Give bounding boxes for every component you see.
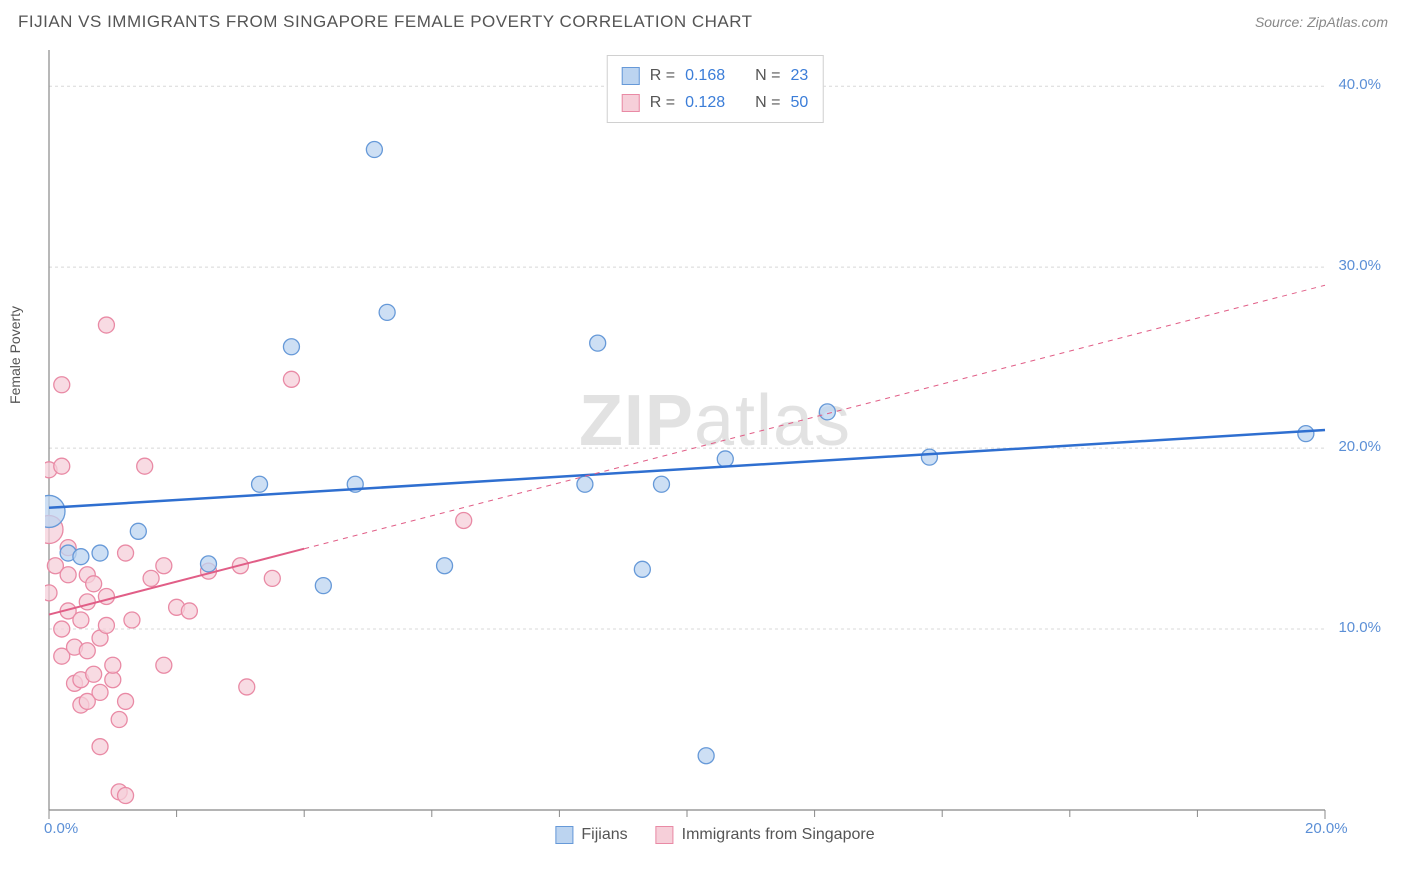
x-tick-label: 0.0%: [44, 820, 78, 837]
swatch-singapore: [622, 94, 640, 112]
legend-r-value-singapore: 0.128: [685, 89, 725, 116]
swatch-fijians: [555, 826, 573, 844]
chart-container: Female Poverty ZIPatlas R = 0.168 N = 23…: [45, 50, 1385, 840]
y-tick-label: 40.0%: [1338, 76, 1381, 93]
swatch-fijians: [622, 67, 640, 85]
legend-n-label: N =: [755, 62, 780, 89]
legend-item-singapore: Immigrants from Singapore: [656, 826, 875, 844]
y-axis-label: Female Poverty: [7, 306, 23, 404]
legend-n-label: N =: [755, 89, 780, 116]
legend-series: Fijians Immigrants from Singapore: [555, 826, 874, 844]
source-attribution: Source: ZipAtlas.com: [1255, 14, 1388, 30]
legend-n-value-singapore: 50: [790, 89, 808, 116]
swatch-singapore: [656, 826, 674, 844]
x-tick-label: 20.0%: [1305, 820, 1348, 837]
legend-row-fijians: R = 0.168 N = 23: [622, 62, 809, 89]
legend-r-label: R =: [650, 89, 675, 116]
legend-row-singapore: R = 0.128 N = 50: [622, 89, 809, 116]
legend-correlation: R = 0.168 N = 23 R = 0.128 N = 50: [607, 55, 824, 123]
legend-label-fijians: Fijians: [581, 826, 627, 844]
chart-title: FIJIAN VS IMMIGRANTS FROM SINGAPORE FEMA…: [18, 12, 753, 32]
y-tick-label: 20.0%: [1338, 438, 1381, 455]
legend-n-value-fijians: 23: [790, 62, 808, 89]
legend-r-label: R =: [650, 62, 675, 89]
legend-label-singapore: Immigrants from Singapore: [682, 826, 875, 844]
y-tick-label: 30.0%: [1338, 257, 1381, 274]
y-tick-label: 10.0%: [1338, 619, 1381, 636]
scatter-plot: [45, 50, 1385, 840]
legend-item-fijians: Fijians: [555, 826, 627, 844]
legend-r-value-fijians: 0.168: [685, 62, 725, 89]
